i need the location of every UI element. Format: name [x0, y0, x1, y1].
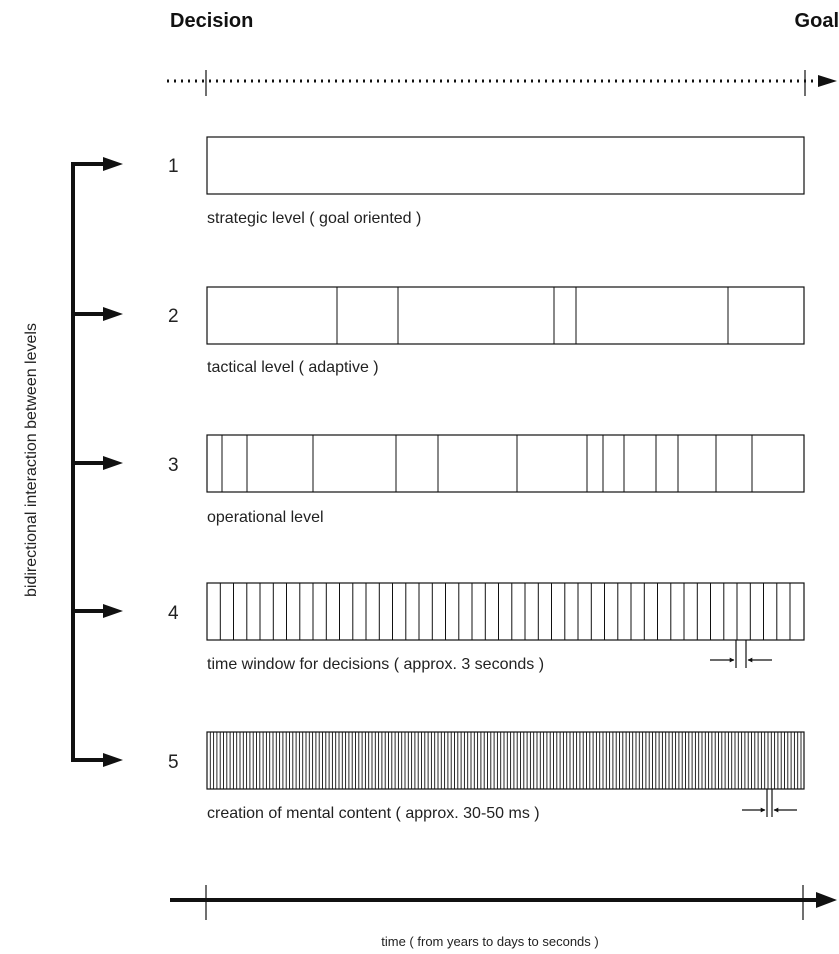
level-number-1: 1 [168, 156, 179, 177]
level-2-caption: tactical level ( adaptive ) [207, 359, 379, 376]
level-5-interval-marker [742, 789, 797, 817]
level-number-5: 5 [168, 752, 179, 773]
level-5-bar [206, 731, 805, 790]
level-1-caption: strategic level ( goal oriented ) [207, 210, 421, 227]
level-4-interval-marker [710, 640, 772, 668]
level-number-4: 4 [168, 603, 179, 624]
level-5-caption: creation of mental content ( approx. 30-… [207, 805, 540, 822]
bracket-arrowhead-3 [103, 456, 123, 470]
bidirectional-bracket [71, 157, 123, 767]
bracket-arrowhead-4 [103, 604, 123, 618]
bracket-arrowhead-1 [103, 157, 123, 171]
bracket-arrowhead-5 [103, 753, 123, 767]
decision-label: Decision [170, 10, 253, 32]
time-axis [170, 885, 837, 920]
level-4-bar [206, 582, 805, 641]
bracket-arrowhead-2 [103, 307, 123, 321]
goal-label: Goal [795, 10, 839, 32]
side-label: bidirectional interaction between levels [23, 323, 40, 597]
level-2-bar [206, 286, 805, 345]
level-1-bar [206, 136, 805, 195]
time-axis-label: time ( from years to days to seconds ) [381, 934, 598, 949]
dotted-timeline [167, 70, 837, 96]
level-3-bar [206, 434, 805, 493]
level-number-3: 3 [168, 455, 179, 476]
level-4-caption: time window for decisions ( approx. 3 se… [207, 656, 544, 673]
dotted-axis-arrowhead [818, 75, 837, 87]
level-3-caption: operational level [207, 509, 324, 526]
time-axis-arrowhead [816, 892, 837, 908]
level-number-2: 2 [168, 306, 179, 327]
